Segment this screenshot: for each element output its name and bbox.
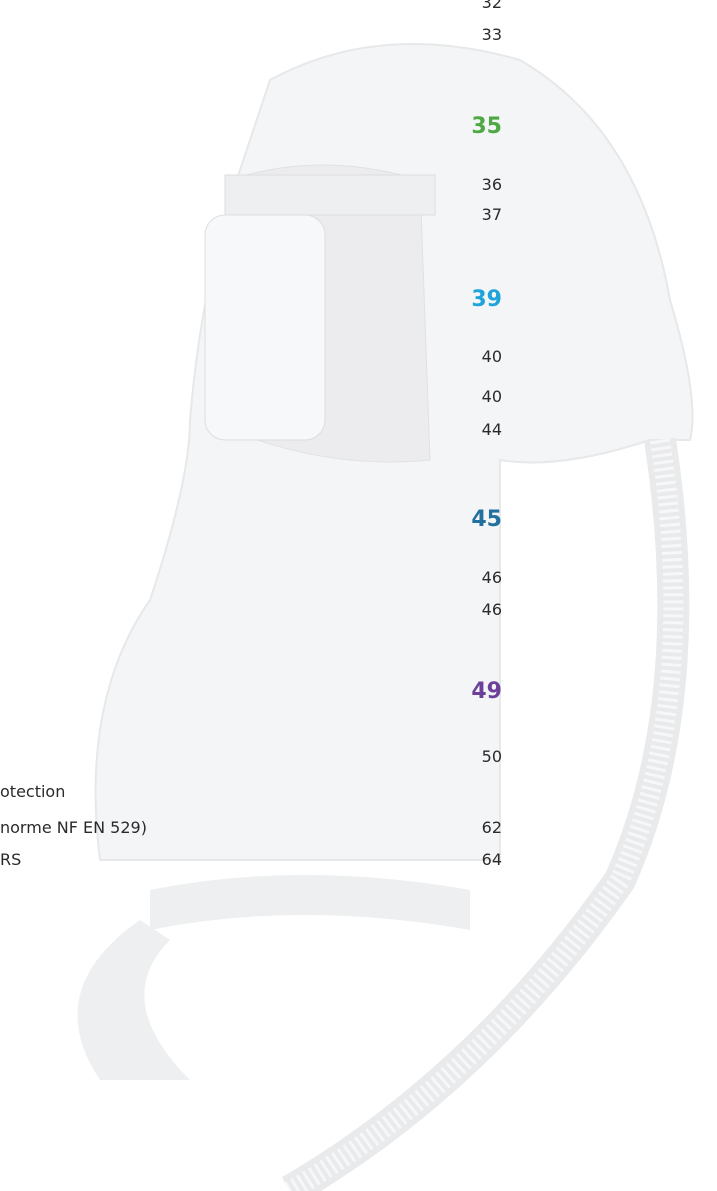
page-number: 32 xyxy=(481,0,502,12)
page-number: 64 xyxy=(481,850,502,869)
toc-entry: 33 xyxy=(0,22,502,48)
page-number: 46 xyxy=(481,600,502,619)
toc-entry: otection xyxy=(0,779,502,805)
page-number: 39 xyxy=(471,287,502,312)
page-number: 40 xyxy=(481,387,502,406)
section-entry: 49 xyxy=(0,679,502,705)
toc-entry: 44 xyxy=(0,417,502,443)
page-number: 40 xyxy=(481,347,502,366)
page-number: 50 xyxy=(481,747,502,766)
page-number: 37 xyxy=(481,205,502,224)
section-entry: 39 xyxy=(0,287,502,313)
page-number: 44 xyxy=(481,420,502,439)
page-number: 46 xyxy=(481,568,502,587)
entry-label: otection xyxy=(0,782,66,801)
section-entry: 45 xyxy=(0,507,502,533)
toc-entry: 50 xyxy=(0,744,502,770)
page-number: 62 xyxy=(481,818,502,837)
toc-entry: 36 xyxy=(0,172,502,198)
page-number: 36 xyxy=(481,175,502,194)
toc-entry: 32 xyxy=(0,0,502,16)
entry-label: RS xyxy=(0,850,22,869)
section-entry: 35 xyxy=(0,114,502,140)
entry-label: norme NF EN 529) xyxy=(0,818,147,837)
page-number: 49 xyxy=(471,679,502,704)
page-number: 35 xyxy=(471,114,502,139)
toc-entry: 37 xyxy=(0,202,502,228)
toc-entry: norme NF EN 529) 62 xyxy=(0,815,502,841)
toc-entry: 40 xyxy=(0,384,502,410)
page-number: 45 xyxy=(471,507,502,532)
toc-entry: 46 xyxy=(0,597,502,623)
toc-entry: 46 xyxy=(0,565,502,591)
toc-entry: RS 64 xyxy=(0,847,502,873)
page-number: 33 xyxy=(481,25,502,44)
toc-entry: 40 xyxy=(0,344,502,370)
